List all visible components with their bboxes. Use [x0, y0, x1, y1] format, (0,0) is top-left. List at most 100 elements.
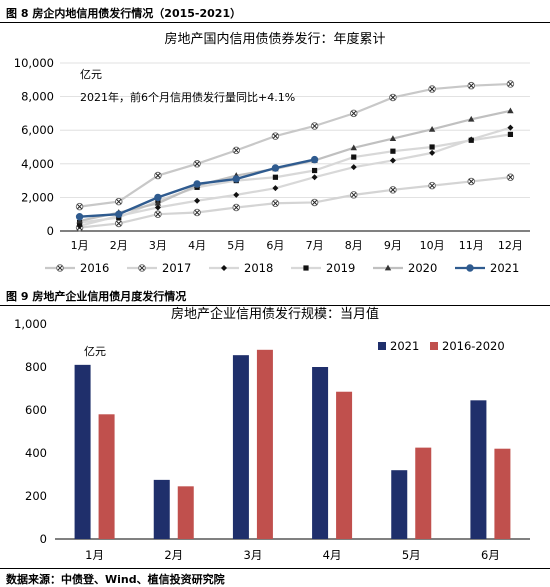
data-point-2020 [507, 107, 514, 114]
y-tick-label: 10,000 [14, 56, 54, 70]
x-tick-label: 5月 [402, 548, 421, 562]
data-point-2018 [311, 174, 318, 181]
legend-label-2021: 2021 [390, 339, 419, 353]
data-point-2016 [467, 81, 476, 90]
series-line-2018 [79, 126, 511, 228]
data-point-2021 [232, 175, 240, 183]
data-point-2019 [468, 137, 474, 143]
legend-marker-2017 [138, 264, 146, 272]
x-tick-label: 6月 [266, 239, 284, 252]
line-chart-cumulative-issuance: 房地产国内信用债债券发行：年度累计 0 2,000 4,000 6,000 8,000 1… [14, 31, 530, 275]
x-tick-label: 2月 [164, 548, 183, 562]
data-point-2018 [429, 149, 436, 156]
data-point-2019 [507, 131, 514, 137]
data-point-2016 [271, 132, 280, 140]
legend-marker-2018 [221, 265, 227, 271]
x-tick-label: 3月 [244, 548, 263, 562]
x-tick-label: 1月 [71, 239, 89, 252]
data-point-2016 [232, 146, 240, 155]
legend-label-2016: 2016 [80, 261, 109, 275]
series-line-2017 [79, 176, 511, 229]
figure8-top-rule [0, 22, 550, 23]
x-tick-label: 3月 [149, 239, 167, 252]
x-tick-label: 11月 [459, 239, 484, 252]
data-point-2019 [272, 174, 279, 180]
y-tick-label: 2,000 [21, 190, 54, 204]
y-tick-label: 0 [40, 532, 47, 546]
data-point-2016 [310, 122, 319, 130]
series-line-2016 [79, 82, 511, 208]
legend-label-2018: 2018 [244, 261, 273, 275]
y-tick-label: 8,000 [21, 90, 54, 104]
figure8-caption: 图 8 房企内地信用债发行情况（2015-2021） [6, 7, 242, 20]
y-tick-label: 6,000 [21, 123, 54, 137]
data-point-2017 [310, 198, 319, 207]
data-point-2019 [429, 144, 435, 150]
chart-title: 房地产企业信用债发行规模：当月值 [171, 306, 379, 322]
data-point-2017 [154, 210, 162, 218]
footer-rule [0, 568, 550, 569]
unit-label: 亿元 [80, 68, 102, 81]
bar-2016-2020 [256, 349, 273, 539]
y-tick-label: 0 [47, 224, 54, 238]
series-line-2019 [79, 133, 511, 224]
data-point-2019 [311, 167, 318, 174]
data-point-2018 [350, 164, 357, 171]
data-point-2018 [194, 197, 201, 204]
chart-annotation: 2021年，前6个月信用债发行量同比+4.1% [80, 90, 295, 104]
data-point-2018 [154, 204, 161, 211]
source-note: 数据来源：中债登、Wind、植信投资研究院 [6, 573, 225, 586]
chart-title: 房地产国内信用债债券发行：年度累计 [164, 31, 385, 47]
legend-marker-2019 [303, 265, 309, 271]
legend-marker-2016 [56, 264, 64, 272]
data-point-2020 [428, 125, 436, 132]
bar-chart-monthly-issuance: 房地产企业信用债发行规模：当月值 0 200 400 600 800 1,000 1月 2月 3… [14, 306, 530, 562]
data-point-2016 [75, 202, 84, 211]
data-point-2016 [428, 85, 436, 93]
y-tick-label: 200 [25, 489, 47, 503]
legend-marker-2021 [466, 264, 474, 272]
x-tick-label: 9月 [384, 239, 402, 252]
data-point-2018 [233, 191, 240, 198]
bar-2021 [153, 479, 170, 539]
x-tick-label: 7月 [306, 239, 324, 252]
legend-label-2021: 2021 [490, 261, 519, 275]
data-point-2018 [272, 185, 279, 192]
data-point-2017 [350, 191, 358, 199]
y-tick-label: 400 [25, 446, 47, 460]
data-point-2018 [507, 124, 514, 131]
x-tick-label: 1月 [85, 548, 104, 562]
x-tick-label: 2月 [110, 239, 128, 252]
legend-label-2017: 2017 [162, 261, 191, 275]
legend-label-2019: 2019 [326, 261, 355, 275]
legend-label-2020: 2020 [408, 261, 437, 275]
data-point-2017 [389, 186, 397, 194]
legend-swatch-2016-2020 [430, 342, 438, 350]
y-tick-label: 1,000 [14, 317, 47, 331]
x-tick-label: 4月 [188, 239, 206, 252]
data-point-2017 [428, 181, 436, 190]
data-point-2016 [350, 109, 358, 118]
bar-2021 [74, 364, 91, 539]
data-point-2016 [389, 93, 397, 102]
x-tick-label: 4月 [323, 548, 342, 562]
data-point-2016 [193, 160, 201, 168]
y-tick-label: 600 [25, 403, 47, 417]
x-tick-label: 6月 [481, 548, 500, 562]
y-tick-label: 800 [25, 360, 47, 374]
data-point-2018 [389, 157, 396, 164]
bar-2021 [312, 367, 329, 539]
data-point-2017 [193, 208, 201, 217]
data-point-2021 [154, 193, 162, 202]
data-point-2019 [390, 148, 396, 154]
legend-label-2016-2020: 2016-2020 [442, 339, 505, 353]
data-point-2021 [271, 164, 280, 172]
data-point-2016 [114, 197, 123, 206]
bar-2016-2020 [415, 447, 432, 539]
data-point-2019 [351, 154, 357, 160]
data-point-2017 [271, 199, 280, 208]
data-point-2017 [506, 173, 515, 181]
data-point-2017 [232, 203, 240, 212]
data-point-2021 [310, 155, 319, 164]
bar-2016-2020 [177, 486, 194, 539]
